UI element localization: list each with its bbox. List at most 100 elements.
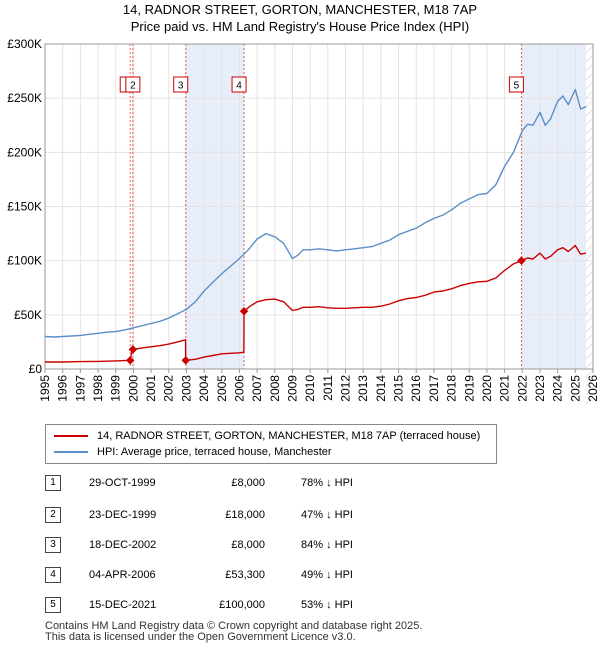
sale-label-number: 2 [130, 81, 136, 92]
y-tick-label: £50K [14, 308, 42, 322]
sale-number-badge: 2 [45, 507, 61, 523]
x-tick-label: 2004 [197, 375, 211, 402]
legend-swatch-property [54, 435, 88, 437]
x-tick-label: 2008 [268, 375, 282, 402]
future-hatch-line [585, 63, 594, 72]
sale-number-badge: 4 [45, 567, 61, 583]
sale-point [239, 307, 249, 316]
sale-label-box: 2 [125, 76, 141, 93]
x-tick-label: 2012 [339, 375, 353, 402]
future-hatch-line [585, 225, 594, 234]
sale-date: 18-DEC-2002 [89, 539, 157, 551]
future-hatch-line [585, 315, 594, 324]
future-hatch-line [585, 351, 594, 360]
table-row: 2 23-DEC-1999 £18,000 47% ↓ HPI [45, 507, 495, 525]
x-tick-label: 2003 [179, 375, 193, 402]
x-tick-label: 1997 [73, 375, 87, 402]
x-tick-label: 2010 [303, 375, 317, 402]
x-tick-label: 1999 [109, 375, 123, 402]
sale-label-box-frame [173, 76, 189, 93]
legend-label-property: 14, RADNOR STREET, GORTON, MANCHESTER, M… [97, 430, 481, 442]
future-hatch-line [585, 171, 594, 180]
future-hatch-line [585, 189, 594, 198]
future-hatch-line [585, 342, 594, 351]
future-hatch-line [585, 234, 594, 243]
x-tick-label: 2025 [568, 375, 582, 402]
x-tick-label: 2026 [586, 375, 600, 402]
future-hatch-line [585, 306, 594, 315]
future-hatch-line [585, 162, 594, 171]
future-hatch-line [585, 270, 594, 279]
future-hatch-line [585, 153, 594, 162]
x-tick-label: 1996 [56, 375, 70, 402]
sale-hpi-diff: 78% ↓ HPI [301, 477, 353, 489]
future-hatch-line [585, 252, 594, 261]
chart-legend: 14, RADNOR STREET, GORTON, MANCHESTER, M… [45, 424, 497, 464]
future-hatch-line [585, 261, 594, 270]
sale-price: £53,300 [225, 569, 265, 581]
x-tick-label: 2009 [285, 375, 299, 402]
sale-label-number: 5 [514, 81, 520, 92]
future-hatch-line [585, 90, 594, 99]
chart-subtitle: Price paid vs. HM Land Registry's House … [130, 19, 470, 34]
future-hatch-line [585, 99, 594, 108]
x-tick-label: 1995 [38, 375, 52, 402]
x-tick-label: 2024 [551, 375, 565, 402]
hpi-series-line [44, 88, 587, 338]
sale-date: 29-OCT-1999 [89, 477, 156, 489]
x-tick-label: 2015 [392, 375, 406, 402]
future-hatch-line [585, 198, 594, 207]
future-hatch-line [585, 207, 594, 216]
future-hatch-line [585, 144, 594, 153]
table-row: 5 15-DEC-2021 £100,000 53% ↓ HPI [45, 597, 495, 615]
future-hatch-line [585, 360, 594, 369]
future-hatch-line [585, 117, 594, 126]
future-hatch-line [585, 108, 594, 117]
sale-price: £8,000 [231, 477, 265, 489]
table-row: 4 04-APR-2006 £53,300 49% ↓ HPI [45, 567, 495, 585]
sale-number-badge: 1 [45, 475, 61, 491]
future-hatch-line [585, 324, 594, 333]
x-tick-label: 2020 [480, 375, 494, 402]
x-tick-label: 2002 [162, 375, 176, 402]
sale-point [125, 356, 135, 365]
future-hatch-line [585, 126, 594, 135]
future-hatch-line [585, 279, 594, 288]
x-tick-label: 2000 [126, 375, 140, 402]
x-tick-label: 2001 [144, 375, 158, 402]
x-tick-label: 2021 [498, 375, 512, 402]
sale-price: £8,000 [231, 539, 265, 551]
y-tick-label: £0 [29, 362, 43, 376]
footer-license: This data is licensed under the Open Gov… [45, 631, 356, 643]
future-hatch-line [585, 387, 594, 396]
x-tick-label: 2013 [356, 375, 370, 402]
sale-hpi-diff: 47% ↓ HPI [301, 509, 353, 521]
x-tick-label: 2022 [515, 375, 529, 402]
x-tick-label: 2005 [215, 375, 229, 402]
x-tick-label: 2014 [374, 375, 388, 402]
future-hatch-line [585, 72, 594, 81]
future-hatch-line [585, 135, 594, 144]
future-hatch-line [585, 81, 594, 90]
sale-number-badge: 5 [45, 597, 61, 613]
sale-label-box-frame [508, 76, 524, 93]
chart-title: 14, RADNOR STREET, GORTON, MANCHESTER, M… [122, 2, 478, 17]
sale-label-number: 4 [236, 81, 242, 92]
future-hatch-line [585, 297, 594, 306]
sale-number-badge: 3 [45, 537, 61, 553]
x-tick-label: 2023 [533, 375, 547, 402]
sale-date: 04-APR-2006 [89, 569, 156, 581]
future-hatch-line [585, 369, 594, 378]
x-tick-label: 1998 [91, 375, 105, 402]
future-hatch-line [585, 54, 594, 63]
sale-date: 15-DEC-2021 [89, 599, 157, 611]
sale-label-box-frame [231, 76, 247, 93]
plot-frame [44, 43, 594, 370]
x-tick-label: 2018 [445, 375, 459, 402]
x-tick-label: 2006 [232, 375, 246, 402]
x-tick-label: 2017 [427, 375, 441, 402]
y-tick-label: £100K [7, 254, 42, 268]
y-tick-label: £300K [7, 37, 42, 51]
sale-label-box: 5 [508, 76, 524, 93]
